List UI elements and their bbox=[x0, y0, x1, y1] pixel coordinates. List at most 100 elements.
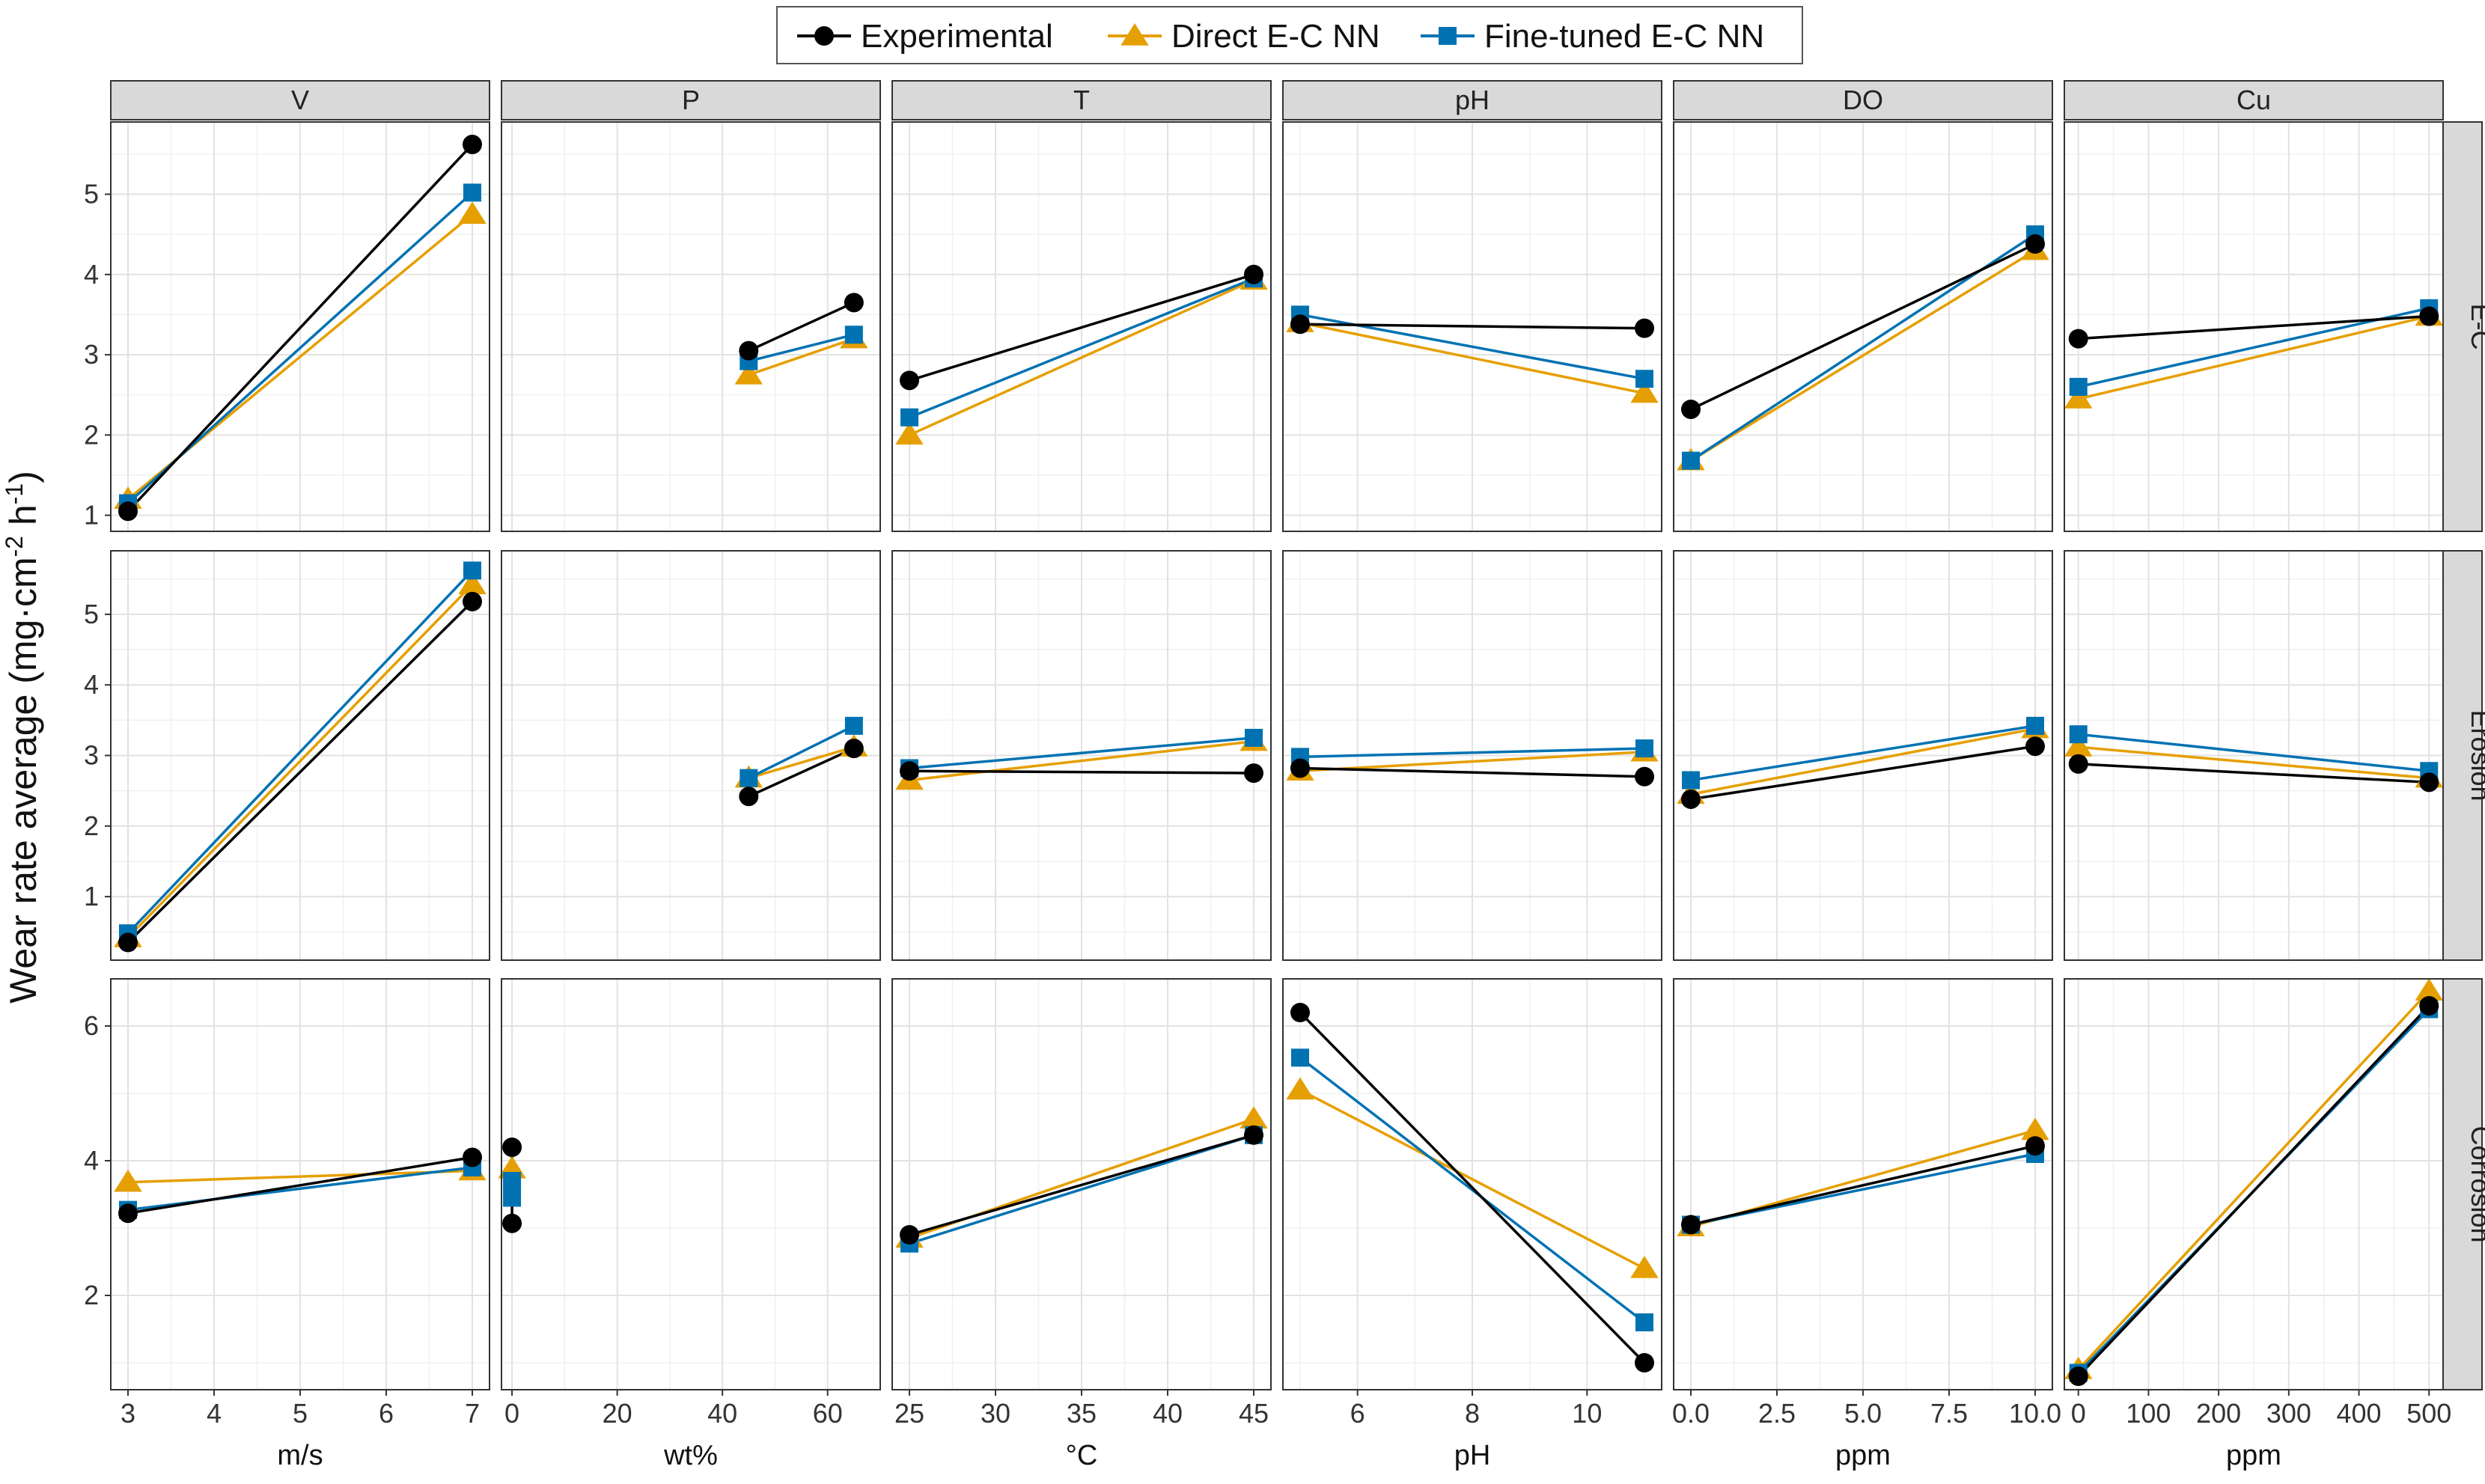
legend-marker bbox=[1120, 23, 1149, 46]
x-tick-label: 10 bbox=[1572, 1398, 1602, 1429]
series-line-fine-tuned-e-c-nn bbox=[1299, 1056, 1646, 1324]
x-tick-label: 30 bbox=[981, 1398, 1010, 1429]
series-line-direct-e-c-nn bbox=[1299, 321, 1645, 395]
series-line-fine-tuned-e-c-nn bbox=[909, 1134, 1254, 1245]
x-tick-label: 8 bbox=[1465, 1398, 1480, 1429]
y-tick-label: 5 bbox=[84, 599, 99, 629]
data-point-experimental bbox=[1290, 314, 1310, 335]
series-line-direct-e-c-nn bbox=[1299, 1088, 1645, 1270]
x-axis-title-v: m/s bbox=[277, 1440, 323, 1471]
series-line-direct-e-c-nn bbox=[748, 745, 855, 780]
y-tick-label: 4 bbox=[84, 259, 99, 290]
data-point-fine-tuned-e-c-nn bbox=[1635, 1313, 1653, 1331]
x-tick-label: 0 bbox=[2071, 1398, 2086, 1429]
panel-corrosion-ph bbox=[1282, 978, 1662, 1390]
panel-erosion-v bbox=[110, 550, 490, 961]
x-tick-label: 6 bbox=[1350, 1398, 1365, 1429]
strip-label-e-c: E-C bbox=[2466, 304, 2485, 350]
y-tick-label: 2 bbox=[84, 810, 99, 841]
panel-corrosion-p bbox=[498, 978, 881, 1390]
series-line-direct-e-c-nn bbox=[1690, 249, 2036, 462]
data-point-direct-e-c-nn bbox=[895, 422, 924, 445]
x-tick-label: 7 bbox=[465, 1398, 480, 1429]
series-line-fine-tuned-e-c-nn bbox=[748, 333, 855, 363]
data-point-experimental bbox=[463, 591, 482, 611]
x-axis-title-do: ppm bbox=[1835, 1440, 1891, 1471]
x-tick-label: 35 bbox=[1067, 1398, 1097, 1429]
x-axis-title-ph: pH bbox=[1454, 1440, 1491, 1471]
y-tick-label: 4 bbox=[84, 1145, 99, 1176]
x-tick-label: 500 bbox=[2406, 1398, 2451, 1429]
y-tick-label: 2 bbox=[84, 419, 99, 450]
data-point-direct-e-c-nn bbox=[2415, 978, 2443, 1001]
series-line-direct-e-c-nn bbox=[127, 1169, 473, 1184]
strip-label-v: V bbox=[291, 85, 309, 115]
panel-erosion-p bbox=[501, 550, 881, 961]
series-line-direct-e-c-nn bbox=[909, 278, 1254, 436]
legend-item-fine-tuned-e-c-nn: Fine-tuned E-C NN bbox=[1421, 18, 1764, 55]
panel-corrosion-t bbox=[891, 978, 1272, 1390]
data-point-experimental bbox=[502, 1213, 522, 1233]
data-point-experimental bbox=[463, 1147, 482, 1167]
data-point-fine-tuned-e-c-nn bbox=[463, 183, 481, 202]
data-point-fine-tuned-e-c-nn bbox=[2069, 725, 2088, 744]
panel-e-c-cu bbox=[2064, 121, 2444, 532]
series-line-experimental bbox=[126, 143, 474, 513]
x-tick-label: 20 bbox=[603, 1398, 632, 1429]
series-line-direct-e-c-nn bbox=[1690, 727, 2036, 796]
panel-erosion-cu bbox=[2064, 550, 2444, 961]
data-point-experimental bbox=[2419, 772, 2439, 793]
x-tick-label: 200 bbox=[2196, 1398, 2241, 1429]
y-tick-label: 4 bbox=[84, 669, 99, 700]
data-point-experimental bbox=[2419, 996, 2439, 1016]
panel-erosion-ph bbox=[1282, 550, 1662, 961]
legend-marker bbox=[1439, 27, 1457, 45]
panel-border bbox=[1282, 550, 1662, 961]
data-point-experimental bbox=[739, 787, 759, 807]
strip-p bbox=[501, 80, 881, 120]
strip-v bbox=[110, 80, 490, 120]
data-point-experimental bbox=[118, 932, 138, 953]
x-tick-label: 6 bbox=[379, 1398, 394, 1429]
y-tick-label: 1 bbox=[84, 500, 99, 531]
series-line-fine-tuned-e-c-nn bbox=[2078, 307, 2430, 388]
panel-corrosion-cu bbox=[2064, 978, 2444, 1390]
data-point-direct-e-c-nn bbox=[458, 201, 487, 225]
y-tick-label: 2 bbox=[84, 1280, 99, 1310]
series-line-direct-e-c-nn bbox=[2078, 314, 2430, 400]
x-axis-title-t: °C bbox=[1066, 1440, 1098, 1471]
panel-background bbox=[501, 979, 880, 1390]
panel-border bbox=[501, 550, 881, 961]
x-tick-label: 25 bbox=[894, 1398, 924, 1429]
data-point-direct-e-c-nn bbox=[1630, 1256, 1659, 1278]
data-point-direct-e-c-nn bbox=[114, 1169, 142, 1192]
data-point-experimental bbox=[2068, 754, 2088, 774]
data-point-experimental bbox=[502, 1138, 522, 1157]
y-tick-label: 3 bbox=[84, 740, 99, 771]
data-point-experimental bbox=[1290, 758, 1310, 778]
x-tick-label: 7.5 bbox=[1930, 1398, 1968, 1429]
strip-ph bbox=[1282, 80, 1662, 120]
data-point-experimental bbox=[2068, 1367, 2088, 1386]
data-point-fine-tuned-e-c-nn bbox=[1635, 739, 1653, 758]
data-point-fine-tuned-e-c-nn bbox=[1635, 370, 1653, 388]
strip-do bbox=[1673, 80, 2053, 120]
strip-label-erosion: Erosion bbox=[2466, 709, 2485, 801]
series-line-experimental bbox=[1299, 1011, 1646, 1364]
series-line-experimental bbox=[1690, 242, 2036, 411]
panel-e-c-p bbox=[501, 121, 881, 532]
legend-item-experimental: Experimental bbox=[797, 18, 1053, 55]
strip-label-t: T bbox=[1073, 85, 1090, 115]
data-point-experimental bbox=[1681, 1215, 1701, 1235]
x-tick-label: 40 bbox=[707, 1398, 737, 1429]
data-point-fine-tuned-e-c-nn bbox=[740, 769, 758, 787]
legend-item-direct-e-c-nn: Direct E-C NN bbox=[1108, 18, 1380, 55]
data-point-experimental bbox=[1244, 264, 1263, 284]
panel-erosion-do bbox=[1673, 550, 2053, 961]
panel-border bbox=[2064, 121, 2444, 532]
y-tick-label: 6 bbox=[84, 1010, 99, 1041]
data-point-experimental bbox=[2025, 234, 2045, 254]
data-point-fine-tuned-e-c-nn bbox=[844, 326, 863, 344]
data-point-experimental bbox=[2025, 736, 2045, 757]
